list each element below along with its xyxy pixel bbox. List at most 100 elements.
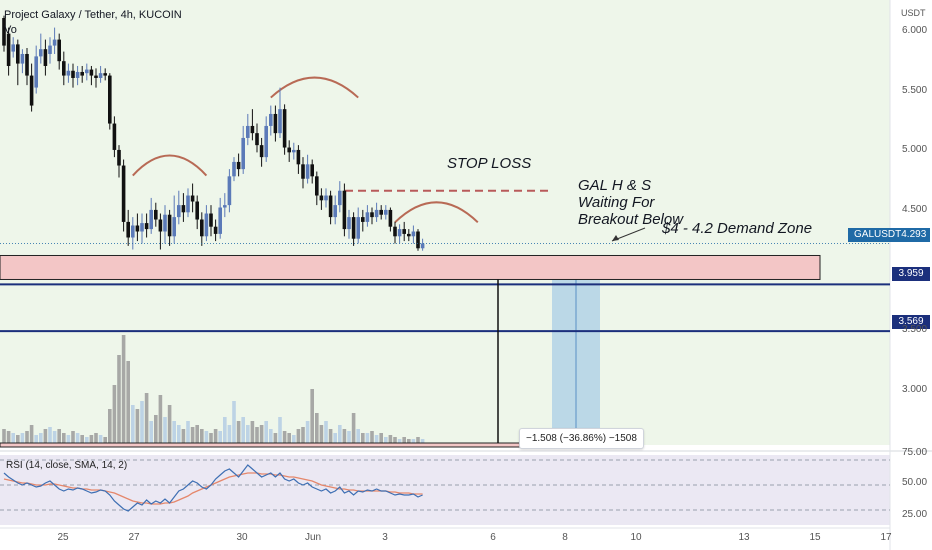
candle-body — [190, 195, 195, 202]
level-label-2: 3.569 — [892, 315, 930, 329]
candle-body — [108, 75, 112, 124]
price-tick-3000: 3.000 — [902, 384, 928, 395]
volume-bar — [11, 433, 15, 445]
candle-body — [135, 225, 140, 232]
price-tick-4500: 4.500 — [902, 204, 928, 215]
candle-body — [85, 69, 89, 74]
demand-zone-label: $4 - 4.2 Demand Zone — [662, 220, 813, 237]
volume-bar — [374, 435, 379, 445]
candle-body — [195, 201, 199, 220]
volume-bar — [227, 425, 232, 445]
volume-bar — [121, 335, 126, 445]
time-tick-6: 6 — [490, 532, 496, 543]
volume-bar — [241, 417, 245, 445]
volume-bar — [361, 433, 365, 445]
candle-body — [232, 161, 236, 177]
volume-bar — [209, 433, 213, 445]
volume-bar — [328, 429, 333, 445]
volume-bar — [117, 355, 121, 445]
time-tick-3: 3 — [382, 532, 388, 543]
time-tick-27: 27 — [128, 532, 140, 543]
candle-body — [338, 190, 342, 206]
candle-body — [388, 209, 393, 227]
volume-bar — [310, 389, 314, 445]
volume-bar — [278, 417, 282, 445]
candle-body — [250, 125, 255, 134]
time-tick-10: 10 — [630, 532, 642, 543]
symbol-price-tag: GALUSDT 4.293 — [848, 228, 930, 242]
hs-arc-left-shoulder — [132, 154, 208, 177]
candle-body — [246, 125, 250, 138]
candle-body — [292, 149, 296, 153]
symbol-title: Project Galaxy / Tether, 4h, KUCOIN — [4, 9, 182, 21]
pattern-note-line2: Waiting For — [578, 194, 655, 211]
candle-body — [319, 195, 324, 201]
volume-bar — [338, 425, 342, 445]
candle-body — [112, 123, 117, 150]
candle-body — [11, 44, 15, 52]
pattern-note-line3: Breakout Below — [578, 211, 684, 228]
volume-bar — [2, 429, 6, 445]
symbol-tag-price: 4.293 — [901, 229, 927, 240]
volume-bar — [108, 409, 112, 445]
volume-bar — [301, 427, 305, 445]
candle-body — [172, 217, 176, 237]
candle-body — [71, 70, 75, 78]
stop-loss-label: STOP LOSS — [447, 155, 532, 172]
volume-bar — [140, 401, 144, 445]
candle-body — [264, 125, 268, 158]
time-tick-jun: Jun — [304, 532, 322, 543]
volume-bar — [6, 431, 11, 445]
volume-bar — [342, 429, 347, 445]
candle-body — [2, 18, 6, 46]
pattern-note: GAL H & S Waiting For Breakout Below — [578, 177, 683, 228]
candle-body — [48, 45, 52, 54]
volume-bar — [71, 431, 75, 445]
candle-body — [218, 207, 222, 234]
candle-body — [140, 223, 144, 232]
volume-bar — [246, 425, 250, 445]
price-tick-6000: 6.000 — [902, 25, 928, 36]
volume-bar — [379, 433, 383, 445]
candle-body — [209, 213, 213, 227]
volume-bar — [25, 431, 29, 445]
candle-body — [416, 231, 420, 249]
volume-bar — [218, 431, 222, 445]
candle-body — [62, 61, 66, 76]
candle-body — [66, 70, 71, 76]
time-tick-25: 25 — [57, 532, 69, 543]
demand-zone-box — [0, 254, 821, 280]
volume-bar — [324, 421, 328, 445]
volume-bar — [163, 417, 167, 445]
volume-bar — [223, 417, 227, 445]
candle-body — [52, 39, 57, 46]
volume-bar — [131, 405, 135, 445]
time-tick-17: 17 — [880, 532, 892, 543]
rsi-ma-line — [3, 472, 423, 505]
volume-bar — [393, 437, 397, 445]
candle-body — [144, 223, 149, 230]
candle-body — [356, 217, 360, 239]
volume-bar — [144, 393, 149, 445]
volume-bar — [112, 385, 117, 445]
candle-body — [167, 214, 172, 237]
volume-bar — [370, 431, 374, 445]
volume-bar — [62, 433, 66, 445]
volume-bar — [172, 421, 176, 445]
volume-bar — [48, 427, 52, 445]
volume-bar — [149, 421, 153, 445]
candle-body — [296, 149, 301, 165]
volume-bar — [94, 433, 98, 445]
candle-body — [117, 149, 121, 166]
volume-bar — [181, 429, 186, 445]
candle-body — [347, 217, 351, 230]
candle-body — [186, 195, 190, 213]
candle-body — [273, 113, 278, 134]
volume-indicator-label: Vo — [4, 24, 17, 36]
volume-bar — [190, 427, 195, 445]
candle-body — [89, 69, 94, 76]
candle-body — [103, 73, 107, 76]
candle-body — [259, 145, 264, 158]
